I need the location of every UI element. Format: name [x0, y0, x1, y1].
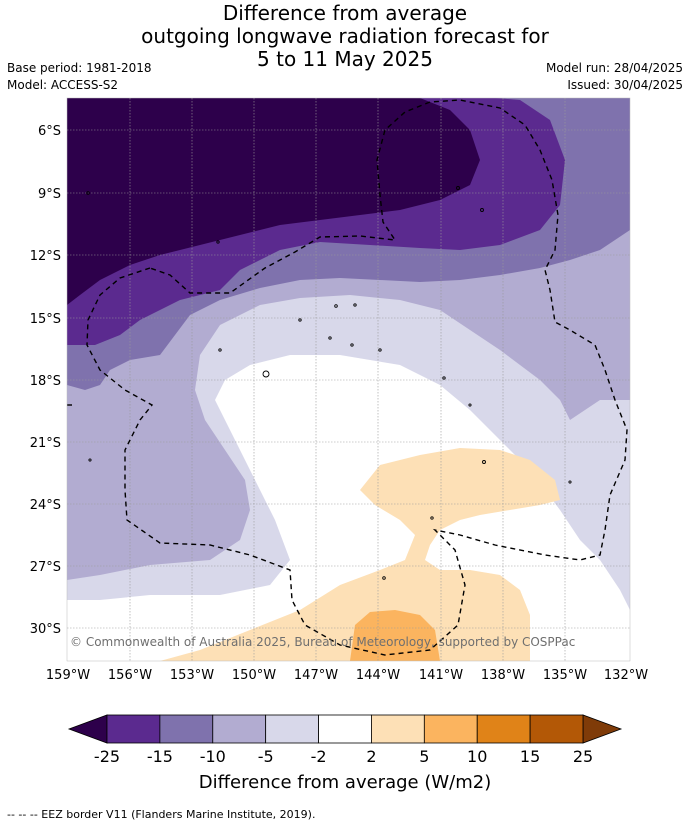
island	[334, 304, 338, 308]
colorbar-segment	[476, 714, 531, 744]
lon-label: 147°W	[294, 668, 338, 683]
eez-border	[67, 99, 628, 656]
colorbar-segment	[159, 714, 214, 744]
lat-labels: 6°S 9°S 12°S 15°S 18°S 21°S 24°S 27°S 30…	[30, 124, 61, 637]
island	[86, 191, 90, 195]
lon-label: 135°W	[543, 668, 587, 683]
colorbar-segment	[265, 714, 319, 744]
lon-label: 144°W	[356, 668, 400, 683]
island	[378, 348, 382, 352]
island	[218, 348, 222, 352]
colorbar-tick-label: -15	[147, 747, 173, 766]
eez-legend: -- -- -- EEZ border V11 (Flanders Marine…	[7, 808, 316, 821]
colorbar-segment	[212, 714, 267, 744]
title-line-1: Difference from average	[222, 1, 468, 25]
lon-label: 138°W	[481, 668, 525, 683]
contour-band-plus2-plus5	[160, 448, 560, 661]
colorbar: -25 -15 -10 -5 -2 2 5 10 15 25	[67, 714, 623, 766]
map-frame	[66, 97, 631, 662]
lat-label: 30°S	[30, 622, 61, 637]
lat-label: 24°S	[30, 498, 61, 513]
lat-label: 15°S	[30, 312, 61, 327]
island	[456, 186, 460, 190]
title-line-2: outgoing longwave radiation forecast for	[141, 24, 549, 48]
gridlines	[67, 98, 630, 661]
lat-label: 9°S	[38, 187, 61, 202]
colorbar-tick-label: 15	[520, 747, 540, 766]
island	[298, 318, 302, 322]
colorbar-tick-label: -2	[311, 747, 327, 766]
lat-label: 6°S	[38, 124, 61, 139]
colorbar-segment	[423, 714, 478, 744]
meta-left: Base period: 1981-2018 Model: ACCESS-S2	[7, 60, 152, 94]
map-title: Difference from average outgoing longwav…	[0, 2, 690, 71]
colorbar-tick-label: 2	[366, 747, 376, 766]
island	[350, 343, 354, 347]
colorbar-tick-label: -10	[200, 747, 226, 766]
island	[88, 458, 92, 462]
contour-band-below-minus25	[67, 98, 480, 305]
lat-label: 27°S	[30, 560, 61, 575]
island	[382, 576, 386, 580]
island	[468, 403, 472, 407]
colorbar-tick-label: 25	[573, 747, 593, 766]
colorbar-label: Difference from average (W/m2)	[199, 772, 491, 793]
island	[568, 480, 572, 484]
colorbar-tick-label: 5	[419, 747, 429, 766]
copyright-notice: © Commonwealth of Australia 2025, Bureau…	[70, 635, 575, 649]
lon-label: 159°W	[46, 668, 90, 683]
contour-band-plus5-plus10	[350, 610, 440, 661]
island	[216, 240, 220, 244]
title-line-3: 5 to 11 May 2025	[257, 47, 433, 71]
island	[353, 303, 357, 307]
contour-fields	[67, 98, 630, 661]
lat-label: 18°S	[30, 374, 61, 389]
lon-label: 150°W	[232, 668, 276, 683]
lat-label: 12°S	[30, 249, 61, 264]
colorbar-segment	[318, 714, 372, 744]
colorbar-segment	[106, 714, 161, 744]
colorbar-over-arrow	[582, 714, 623, 744]
lat-label: 21°S	[30, 436, 61, 451]
lon-label: 132°W	[604, 668, 648, 683]
model-run: Model run: 28/04/2025	[545, 61, 683, 75]
island	[328, 336, 332, 340]
colorbar-tick-label: -25	[94, 747, 120, 766]
island	[262, 370, 270, 378]
meta-right: Model run: 28/04/2025 Issued: 30/04/2025	[546, 60, 683, 94]
colorbar-under-arrow	[67, 714, 108, 744]
island	[480, 208, 484, 212]
lon-label: 153°W	[170, 668, 214, 683]
lon-label: 156°W	[108, 668, 152, 683]
island	[482, 460, 486, 464]
colorbar-tick-label: 10	[467, 747, 487, 766]
islands	[86, 186, 572, 580]
colorbar-segment	[529, 714, 584, 744]
lon-labels: 159°W 156°W 153°W 150°W 147°W 144°W 141°…	[46, 668, 648, 683]
issued-date: Issued: 30/04/2025	[567, 78, 683, 92]
lon-label: 141°W	[419, 668, 463, 683]
eez-border-cook-islands	[86, 99, 628, 656]
colorbar-tick-label: -5	[258, 747, 274, 766]
island	[430, 516, 434, 520]
colorbar-segment	[371, 714, 425, 744]
island	[442, 376, 446, 380]
model-name: Model: ACCESS-S2	[7, 78, 119, 92]
base-period: Base period: 1981-2018	[7, 61, 152, 75]
